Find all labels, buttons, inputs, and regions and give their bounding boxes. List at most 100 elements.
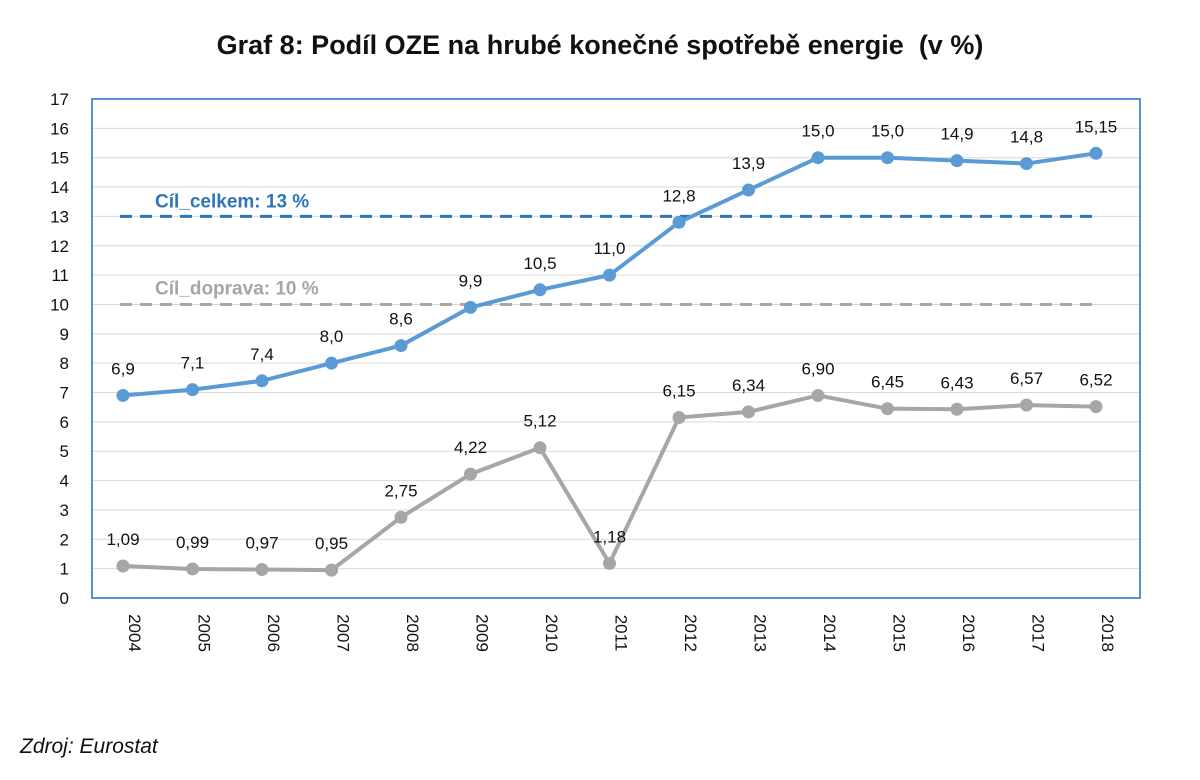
transport-data-label: 6,57 — [1010, 369, 1043, 388]
transport_target-label: Cíl_doprava: 10 % — [155, 278, 319, 299]
y-tick-label: 11 — [51, 266, 69, 285]
x-tick-label: 2012 — [681, 614, 700, 652]
total-data-label: 13,9 — [732, 154, 765, 173]
data-labels: 6,9 7,1 7,4 8,0 8,6 9,9 10,5 11,0 12,8 13,9 15,0 15… — [106, 117, 1117, 553]
transport-point — [811, 388, 825, 402]
transport-point — [394, 510, 408, 524]
y-tick-label: 15 — [50, 149, 69, 168]
y-tick-label: 5 — [60, 442, 69, 461]
transport-data-label: 2,75 — [384, 481, 417, 500]
total-data-label: 15,0 — [801, 122, 834, 141]
data-series — [116, 146, 1103, 577]
x-tick-label: 2018 — [1098, 614, 1117, 652]
total-data-label: 7,1 — [181, 354, 205, 373]
transport-point — [533, 441, 547, 455]
transport-data-label: 1,09 — [106, 530, 139, 549]
total-point — [325, 356, 338, 370]
x-tick-label: 2005 — [195, 614, 214, 652]
y-tick-label: 2 — [60, 530, 69, 549]
total-point — [255, 374, 269, 388]
chart-title: Graf 8: Podíl OZE na hrubé konečné spotř… — [216, 30, 984, 60]
transport-point — [186, 562, 199, 576]
x-tick-label: 2008 — [403, 614, 422, 652]
transport-data-label: 6,15 — [662, 381, 695, 400]
total-data-label: 8,0 — [320, 327, 344, 346]
total-point — [672, 215, 686, 229]
total-point — [603, 268, 616, 282]
transport-data-label: 0,95 — [315, 534, 348, 553]
transport-data-label: 6,43 — [940, 373, 973, 392]
y-tick-label: 13 — [50, 207, 69, 226]
y-tick-label: 14 — [50, 178, 69, 197]
total-data-label: 6,9 — [111, 359, 135, 378]
transport-data-label: 4,22 — [454, 438, 487, 457]
x-tick-label: 2016 — [959, 614, 978, 652]
transport-point — [464, 467, 477, 481]
x-tick-label: 2015 — [890, 614, 909, 652]
transport-data-label: 6,90 — [801, 359, 834, 378]
total-data-label: 10,5 — [523, 254, 556, 273]
total-point — [742, 183, 755, 197]
total-data-label: 15,15 — [1075, 117, 1118, 136]
y-tick-label: 7 — [60, 384, 69, 403]
total-data-label: 14,8 — [1010, 128, 1043, 147]
total-point — [811, 151, 825, 165]
x-axis-ticks: 2004 2005 2006 2007 2008 2009 2010 2011 2012 2013… — [125, 614, 1117, 652]
total-point — [186, 383, 199, 397]
transport-data-label: 6,45 — [871, 373, 904, 392]
total-point — [950, 154, 964, 168]
transport-point — [325, 563, 338, 577]
transport-data-label: 6,34 — [732, 376, 765, 395]
x-tick-label: 2017 — [1029, 614, 1048, 652]
transport-point — [881, 402, 894, 416]
y-tick-label: 9 — [60, 325, 69, 344]
transport-point — [742, 405, 755, 419]
total-data-label: 7,4 — [250, 345, 274, 364]
total-point — [1089, 146, 1103, 160]
total-point — [881, 151, 894, 165]
total-data-label: 11,0 — [594, 239, 626, 258]
transport-point — [1020, 398, 1033, 412]
transport-point — [603, 556, 616, 570]
y-tick-label: 10 — [50, 295, 69, 314]
x-tick-label: 2009 — [473, 614, 492, 652]
target-lines: Cíl_celkem: 13 % Cíl_doprava: 10 % — [120, 191, 1100, 306]
total-point — [533, 283, 547, 297]
plot-frame — [91, 98, 1141, 599]
transport-point — [672, 410, 686, 424]
transport-point — [950, 402, 964, 416]
y-tick-label: 6 — [60, 413, 69, 432]
total-data-label: 9,9 — [459, 271, 483, 290]
transport-data-label: 0,99 — [176, 533, 209, 552]
x-tick-label: 2010 — [542, 614, 561, 652]
transport-data-label: 6,52 — [1079, 371, 1112, 390]
y-tick-label: 16 — [50, 119, 69, 138]
y-tick-label: 12 — [50, 237, 69, 256]
y-tick-label: 1 — [60, 560, 69, 579]
total-point — [394, 339, 408, 353]
transport-data-label: 1,18 — [593, 527, 626, 546]
y-tick-label: 17 — [50, 90, 69, 109]
total-data-label: 12,8 — [662, 186, 695, 205]
x-tick-label: 2013 — [751, 614, 770, 652]
transport-point — [255, 563, 269, 577]
transport-point — [1089, 400, 1103, 414]
x-tick-label: 2014 — [820, 614, 839, 652]
x-tick-label: 2006 — [264, 614, 283, 652]
transport-data-label: 5,12 — [523, 412, 556, 431]
total-data-label: 15,0 — [871, 122, 904, 141]
total-data-label: 8,6 — [389, 310, 413, 329]
transport-data-label: 0,97 — [245, 534, 278, 553]
y-tick-label: 4 — [60, 472, 69, 491]
y-tick-label: 3 — [60, 501, 69, 520]
x-tick-label: 2004 — [125, 614, 144, 652]
x-tick-label: 2011 — [612, 615, 631, 652]
total-data-label: 14,9 — [940, 125, 973, 144]
total-point — [1020, 157, 1033, 171]
transport-point — [116, 559, 130, 573]
y-tick-label: 8 — [60, 354, 69, 373]
total-point — [116, 388, 130, 402]
x-tick-label: 2007 — [334, 614, 353, 652]
